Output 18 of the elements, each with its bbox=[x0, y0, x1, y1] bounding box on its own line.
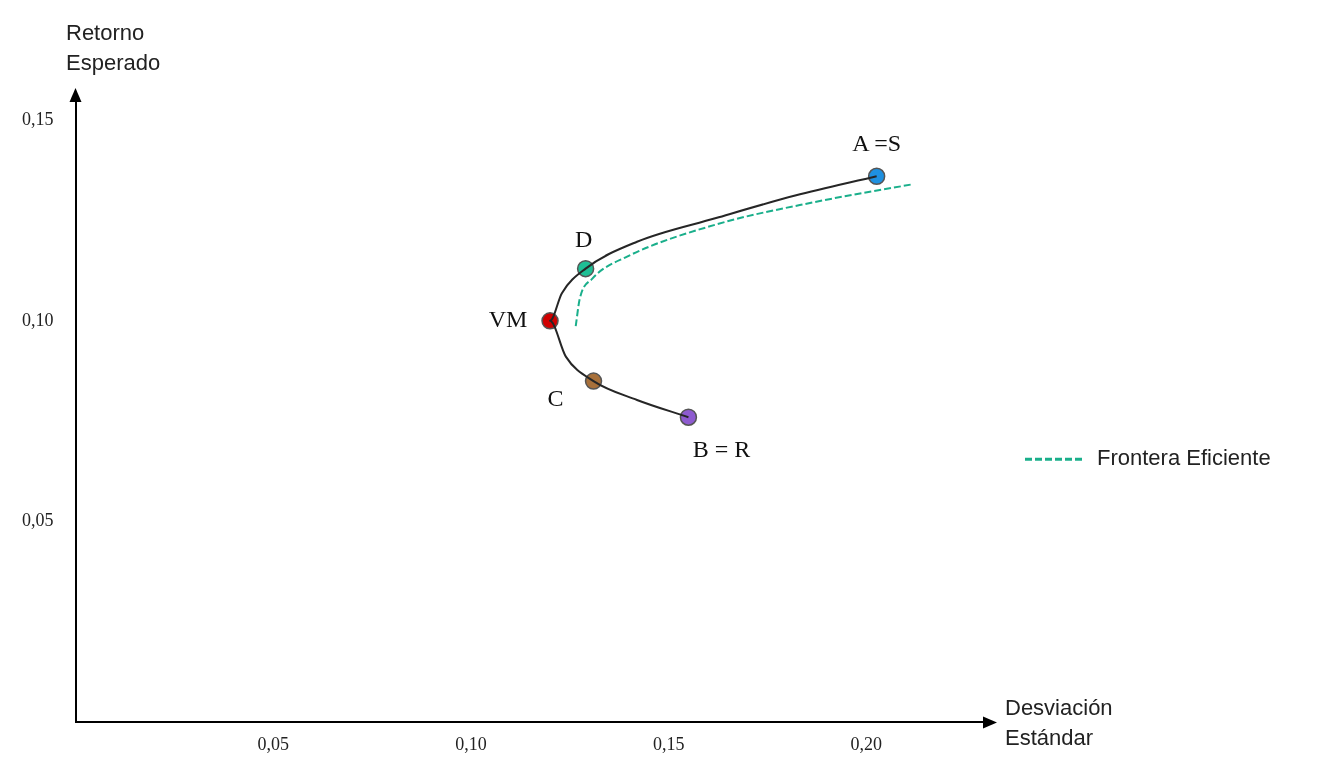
y-tick-label: 0,10 bbox=[22, 309, 54, 330]
annotation: D bbox=[574, 225, 593, 252]
annotation: B = R bbox=[692, 435, 751, 462]
x-tick-label: 0,10 bbox=[455, 733, 487, 754]
annotation: A =S bbox=[852, 129, 902, 156]
x-tick-label: 0,05 bbox=[257, 733, 289, 754]
y-tick-label: 0,15 bbox=[22, 108, 54, 129]
x-axis-title: Desviación Estándar bbox=[1005, 694, 1114, 752]
x-tick-label: 0,15 bbox=[652, 733, 685, 754]
point bbox=[867, 167, 886, 186]
line-series bbox=[574, 183, 914, 328]
legend-label: Frontera Eficiente bbox=[1097, 445, 1271, 471]
annotation: C bbox=[547, 385, 564, 412]
point bbox=[679, 408, 698, 426]
y-axis-title: Retorno Esperado bbox=[66, 19, 162, 77]
annotation: VM bbox=[488, 306, 528, 333]
x-tick-label: 0,20 bbox=[850, 733, 883, 754]
y-tick-label: 0,05 bbox=[22, 510, 54, 531]
